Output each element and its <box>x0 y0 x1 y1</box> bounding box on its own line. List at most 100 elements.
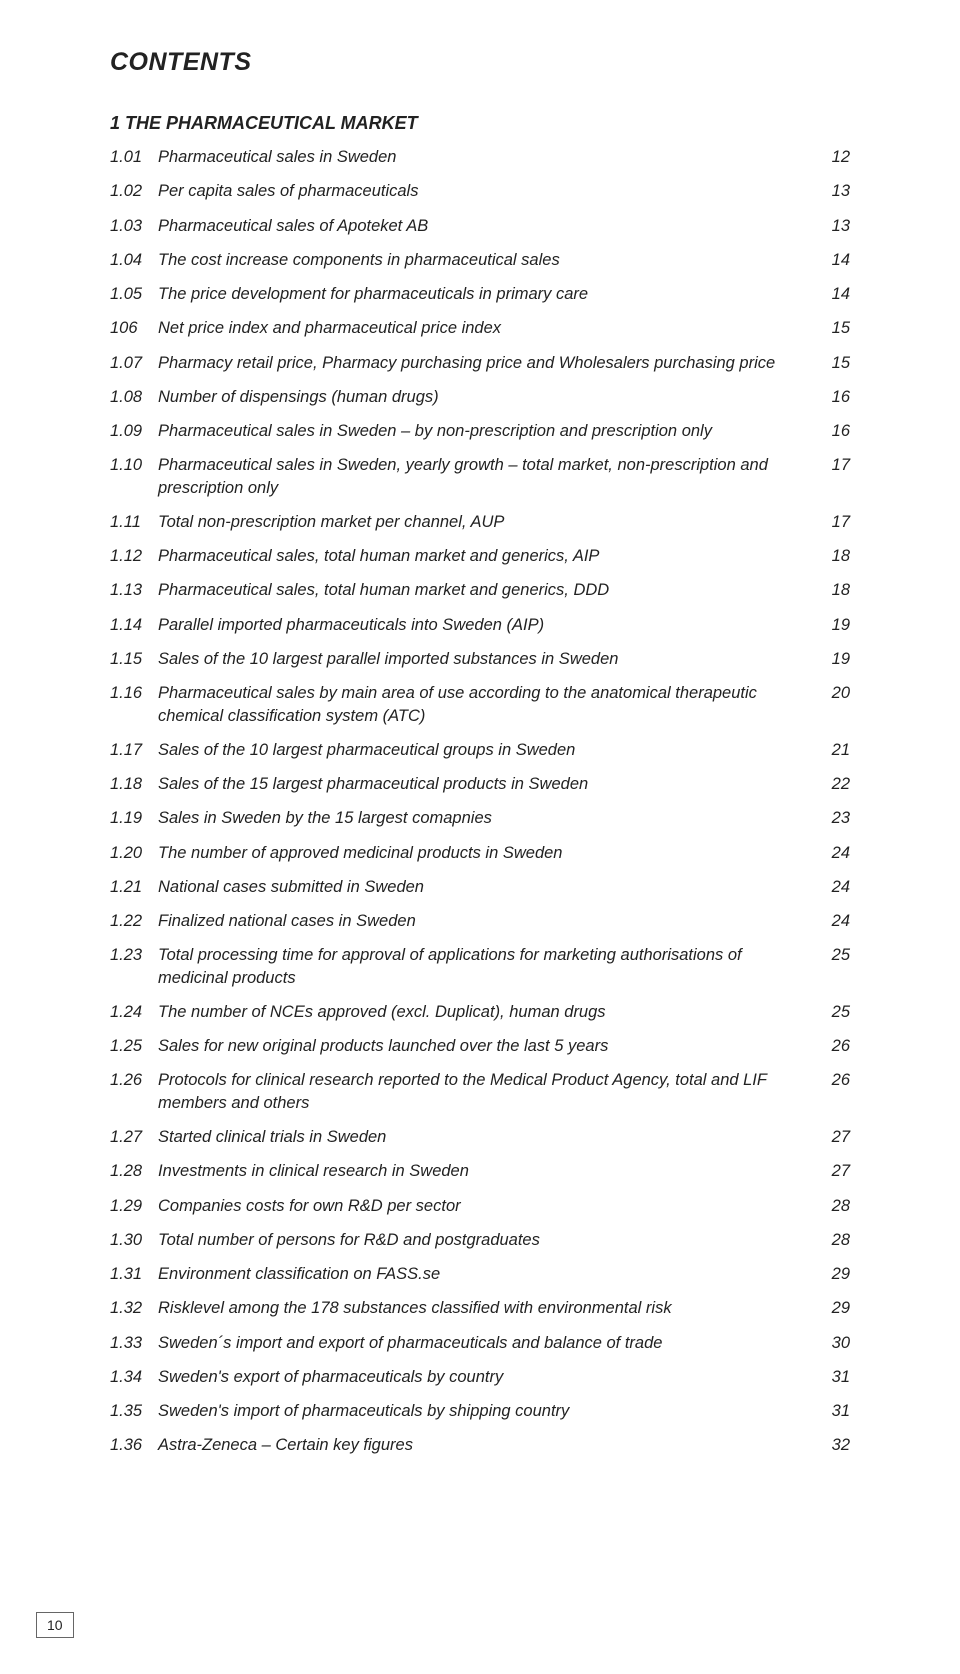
toc-entry-text: Pharmaceutical sales in Sweden, yearly g… <box>158 454 814 499</box>
toc-entry-number: 1.17 <box>110 739 158 761</box>
toc-entry-page: 18 <box>814 579 850 601</box>
toc-entry-page: 28 <box>814 1229 850 1251</box>
toc-entry-text: The cost increase components in pharmace… <box>158 249 814 271</box>
toc-entry-number: 1.30 <box>110 1229 158 1251</box>
toc-entry-text: Pharmaceutical sales, total human market… <box>158 545 814 567</box>
toc-entry-text: Sales of the 10 largest pharmaceutical g… <box>158 739 814 761</box>
toc-entry-page: 14 <box>814 249 850 271</box>
toc-entry-page: 25 <box>814 944 850 966</box>
toc-entry-page: 27 <box>814 1160 850 1182</box>
toc-entry-number: 1.02 <box>110 180 158 202</box>
toc-entry-text: Protocols for clinical research reported… <box>158 1069 814 1114</box>
toc-row: 1.13Pharmaceutical sales, total human ma… <box>110 579 850 601</box>
toc-entry-text: Sales of the 15 largest pharmaceutical p… <box>158 773 814 795</box>
toc-entry-page: 15 <box>814 352 850 374</box>
toc-entry-page: 26 <box>814 1069 850 1091</box>
toc-entry-page: 25 <box>814 1001 850 1023</box>
toc-entry-page: 14 <box>814 283 850 305</box>
toc-entry-number: 1.03 <box>110 215 158 237</box>
toc-row: 1.11Total non-prescription market per ch… <box>110 511 850 533</box>
toc-row: 1.19Sales in Sweden by the 15 largest co… <box>110 807 850 829</box>
toc-entry-page: 17 <box>814 511 850 533</box>
toc-entry-text: Sales in Sweden by the 15 largest comapn… <box>158 807 814 829</box>
toc-entry-text: Sweden's import of pharmaceuticals by sh… <box>158 1400 814 1422</box>
toc-row: 1.25Sales for new original products laun… <box>110 1035 850 1057</box>
toc-row: 1.28Investments in clinical research in … <box>110 1160 850 1182</box>
toc-row: 1.08Number of dispensings (human drugs)1… <box>110 386 850 408</box>
toc-entry-page: 28 <box>814 1195 850 1217</box>
toc-row: 1.30Total number of persons for R&D and … <box>110 1229 850 1251</box>
page-number-box: 10 <box>36 1612 74 1638</box>
toc-entry-page: 31 <box>814 1366 850 1388</box>
toc-entry-text: The price development for pharmaceutical… <box>158 283 814 305</box>
contents-title: CONTENTS <box>110 48 850 77</box>
toc-entry-text: Sweden´s import and export of pharmaceut… <box>158 1332 814 1354</box>
toc-entry-number: 1.23 <box>110 944 158 966</box>
toc-entry-text: The number of NCEs approved (excl. Dupli… <box>158 1001 814 1023</box>
toc-entry-text: Environment classification on FASS.se <box>158 1263 814 1285</box>
toc-entry-number: 1.31 <box>110 1263 158 1285</box>
toc-row: 1.09Pharmaceutical sales in Sweden – by … <box>110 420 850 442</box>
toc-row: 1.24The number of NCEs approved (excl. D… <box>110 1001 850 1023</box>
toc-entry-number: 1.29 <box>110 1195 158 1217</box>
toc-entry-page: 22 <box>814 773 850 795</box>
toc-entry-number: 1.36 <box>110 1434 158 1456</box>
toc-row: 1.04The cost increase components in phar… <box>110 249 850 271</box>
toc-entry-page: 21 <box>814 739 850 761</box>
toc-entry-page: 27 <box>814 1126 850 1148</box>
toc-row: 1.14 Parallel imported pharmaceuticals i… <box>110 614 850 636</box>
toc-entry-text: Started clinical trials in Sweden <box>158 1126 814 1148</box>
toc-entry-text: Sweden's export of pharmaceuticals by co… <box>158 1366 814 1388</box>
toc-entry-number: 1.09 <box>110 420 158 442</box>
toc-entry-number: 1.15 <box>110 648 158 670</box>
toc-entry-text: Pharmaceutical sales of Apoteket AB <box>158 215 814 237</box>
toc-row: 1.10Pharmaceutical sales in Sweden, year… <box>110 454 850 499</box>
toc-row: 1.36Astra-Zeneca – Certain key figures32 <box>110 1434 850 1456</box>
toc-entry-page: 13 <box>814 215 850 237</box>
toc-entry-page: 24 <box>814 910 850 932</box>
toc-entry-number: 1.19 <box>110 807 158 829</box>
toc-entry-page: 23 <box>814 807 850 829</box>
toc-entry-text: Pharmaceutical sales in Sweden – by non-… <box>158 420 814 442</box>
toc-entry-page: 16 <box>814 386 850 408</box>
toc-row: 1.02Per capita sales of pharmaceuticals1… <box>110 180 850 202</box>
toc-list: 1.01Pharmaceutical sales in Sweden12 1.02… <box>110 146 850 1457</box>
toc-row: 1.32Risklevel among the 178 substances c… <box>110 1297 850 1319</box>
toc-row: 1.27Started clinical trials in Sweden27 <box>110 1126 850 1148</box>
toc-entry-text: Astra-Zeneca – Certain key figures <box>158 1434 814 1456</box>
toc-entry-text: Total non-prescription market per channe… <box>158 511 814 533</box>
toc-entry-text: Pharmacy retail price, Pharmacy purchasi… <box>158 352 814 374</box>
toc-entry-number: 1.26 <box>110 1069 158 1091</box>
toc-entry-number: 1.34 <box>110 1366 158 1388</box>
toc-row: 1.16Pharmaceutical sales by main area of… <box>110 682 850 727</box>
section-heading: 1 THE PHARMACEUTICAL MARKET <box>110 113 850 134</box>
toc-entry-text: Sales for new original products launched… <box>158 1035 814 1057</box>
toc-entry-text: Companies costs for own R&D per sector <box>158 1195 814 1217</box>
toc-entry-page: 24 <box>814 842 850 864</box>
toc-entry-page: 26 <box>814 1035 850 1057</box>
toc-entry-text: Risklevel among the 178 substances class… <box>158 1297 814 1319</box>
toc-entry-page: 30 <box>814 1332 850 1354</box>
toc-row: 1.31Environment classification on FASS.s… <box>110 1263 850 1285</box>
toc-entry-number: 1.32 <box>110 1297 158 1319</box>
toc-row: 1.01Pharmaceutical sales in Sweden12 <box>110 146 850 168</box>
toc-entry-page: 24 <box>814 876 850 898</box>
toc-row: 1.23Total processing time for approval o… <box>110 944 850 989</box>
toc-entry-number: 1.16 <box>110 682 158 704</box>
toc-entry-number: 1.28 <box>110 1160 158 1182</box>
toc-entry-text: Pharmaceutical sales by main area of use… <box>158 682 814 727</box>
toc-entry-number: 1.33 <box>110 1332 158 1354</box>
toc-entry-number: 1.05 <box>110 283 158 305</box>
toc-entry-text: Investments in clinical research in Swed… <box>158 1160 814 1182</box>
toc-row: 1.20The number of approved medicinal pro… <box>110 842 850 864</box>
toc-row: 1.29Companies costs for own R&D per sect… <box>110 1195 850 1217</box>
toc-entry-text: Parallel imported pharmaceuticals into S… <box>158 614 814 636</box>
toc-entry-page: 12 <box>814 146 850 168</box>
toc-entry-text: Total number of persons for R&D and post… <box>158 1229 814 1251</box>
toc-entry-number: 1.20 <box>110 842 158 864</box>
toc-entry-text: Per capita sales of pharmaceuticals <box>158 180 814 202</box>
toc-entry-number: 1.10 <box>110 454 158 476</box>
toc-row: 1.34Sweden's export of pharmaceuticals b… <box>110 1366 850 1388</box>
toc-entry-text: National cases submitted in Sweden <box>158 876 814 898</box>
toc-entry-number: 1.04 <box>110 249 158 271</box>
